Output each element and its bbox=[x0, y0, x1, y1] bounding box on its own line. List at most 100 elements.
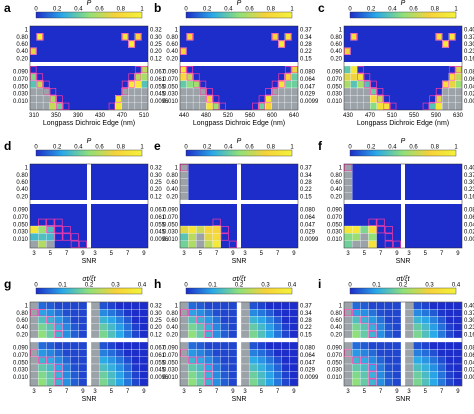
colorbar-gradient bbox=[35, 11, 143, 19]
heatmap-cell bbox=[360, 378, 369, 387]
right-tick: 0.029 bbox=[300, 230, 316, 236]
heatmap-cell bbox=[29, 316, 39, 324]
heatmap-cell bbox=[392, 316, 402, 324]
highlight-cell bbox=[392, 240, 401, 248]
left-tick: 0.80 bbox=[330, 173, 342, 179]
heatmap-cell bbox=[376, 309, 385, 317]
heatmap-cell bbox=[240, 323, 250, 331]
heatmap-cell bbox=[131, 309, 141, 317]
right-tick: 0.055 bbox=[150, 360, 166, 366]
highlight-cell bbox=[206, 88, 213, 96]
highlight-cell bbox=[30, 66, 37, 74]
heatmap-cell bbox=[54, 341, 63, 350]
heatmap-cell bbox=[289, 301, 299, 310]
heatmap-cell bbox=[281, 378, 291, 387]
highlight-cell bbox=[455, 66, 462, 74]
heatmap-cell bbox=[134, 73, 142, 81]
colorbar-tick: 1 bbox=[290, 145, 294, 151]
right-tick: 0.23 bbox=[464, 49, 474, 55]
heatmap-cell bbox=[350, 73, 358, 81]
x-tick: 560 bbox=[245, 113, 256, 119]
heatmap-cell bbox=[350, 65, 358, 74]
right-tick: 0.045 bbox=[150, 230, 166, 236]
colorbar-label: σt/ξt bbox=[396, 276, 410, 283]
right-tick: 0.047 bbox=[300, 84, 316, 90]
highlight-cell bbox=[30, 349, 39, 357]
highlight-cell bbox=[368, 371, 377, 379]
x-axis-label: SNR bbox=[396, 396, 411, 403]
heatmap-cell bbox=[128, 95, 136, 103]
highlight-cell bbox=[284, 33, 292, 41]
panel-b: b 0 0.2 0.4 0.6 0.8 1P10.800.600.400.200.0900.… bbox=[154, 0, 319, 127]
heatmap-cell bbox=[412, 349, 422, 357]
right-tick: 0.064 bbox=[300, 215, 316, 221]
heatmap-cell bbox=[281, 323, 291, 331]
highlight-cell bbox=[448, 66, 456, 74]
heatmap-cell bbox=[240, 363, 250, 372]
heatmap-cell bbox=[350, 102, 358, 111]
heatmap-cell bbox=[212, 225, 221, 234]
heatmap-frame bbox=[29, 25, 149, 111]
heatmap-cell bbox=[139, 363, 149, 372]
left-tick: 1 bbox=[339, 28, 343, 34]
heatmap-cell bbox=[281, 316, 291, 324]
heatmap-cell bbox=[368, 349, 377, 357]
heatmap-cell bbox=[248, 341, 258, 350]
heatmap-cell bbox=[445, 341, 455, 350]
heatmap-cell bbox=[392, 309, 402, 317]
heatmap-cell bbox=[429, 301, 438, 310]
heatmap-cell bbox=[62, 378, 71, 387]
heatmap-cell bbox=[281, 309, 291, 317]
panel-label: d bbox=[4, 139, 11, 153]
right-tick: 0.16 bbox=[464, 332, 474, 338]
heatmap-cell bbox=[29, 80, 37, 89]
left-tick: 0.030 bbox=[327, 92, 343, 98]
heatmap-cell bbox=[273, 309, 282, 317]
heatmap-cell bbox=[179, 316, 189, 324]
x-tick: 9 bbox=[292, 251, 296, 257]
colorbar-tick: 0.6 bbox=[95, 7, 104, 13]
left-tick: 1 bbox=[175, 166, 179, 172]
heatmap-cell bbox=[265, 349, 274, 357]
x-tick: 3 bbox=[32, 389, 36, 395]
x-tick: 590 bbox=[431, 113, 442, 119]
heatmap-cell bbox=[343, 225, 353, 234]
heatmap-cell bbox=[445, 363, 455, 372]
colorbar-gradient bbox=[35, 149, 143, 157]
heatmap-cell bbox=[343, 349, 353, 357]
x-tick: 7 bbox=[379, 389, 383, 395]
heatmap-cell bbox=[90, 301, 100, 310]
x-tick: 3 bbox=[93, 389, 97, 395]
highlight-cell bbox=[46, 218, 55, 226]
colorbar-tick: 0.2 bbox=[399, 283, 408, 289]
colorbar-tick: 0.4 bbox=[224, 7, 233, 13]
heatmap-cell bbox=[115, 330, 124, 339]
heatmap-cell bbox=[435, 33, 443, 41]
left-tick: 0.010 bbox=[163, 375, 179, 381]
colorbar-tick: 0.6 bbox=[95, 145, 104, 151]
heatmap-cell bbox=[134, 80, 142, 89]
heatmap-cell bbox=[360, 233, 369, 241]
heatmap-cell bbox=[212, 233, 221, 241]
left-tick: 0.030 bbox=[163, 92, 179, 98]
highlight-cell bbox=[180, 66, 187, 74]
x-tick: 5 bbox=[49, 251, 53, 257]
heatmap-cell bbox=[442, 40, 450, 48]
heatmap-cell bbox=[248, 301, 258, 310]
right-tick: 0.12 bbox=[150, 332, 162, 338]
heatmap-cell bbox=[429, 341, 438, 350]
heatmap-cell bbox=[179, 301, 189, 310]
highlight-cell bbox=[199, 80, 207, 88]
highlight-cell bbox=[357, 66, 364, 74]
colorbar-label: P bbox=[401, 138, 406, 145]
heatmap-cell bbox=[196, 330, 205, 339]
heatmap-cell bbox=[115, 316, 124, 324]
heatmap-cell bbox=[212, 323, 221, 331]
heatmap-block bbox=[405, 204, 462, 248]
heatmap-cell bbox=[442, 95, 450, 103]
heatmap-cell bbox=[206, 95, 213, 103]
colorbar-tick: 0.6 bbox=[409, 7, 418, 13]
heatmap-cell bbox=[204, 240, 213, 249]
right-tick: 0.029 bbox=[464, 92, 474, 98]
heatmap-cell bbox=[404, 371, 414, 379]
